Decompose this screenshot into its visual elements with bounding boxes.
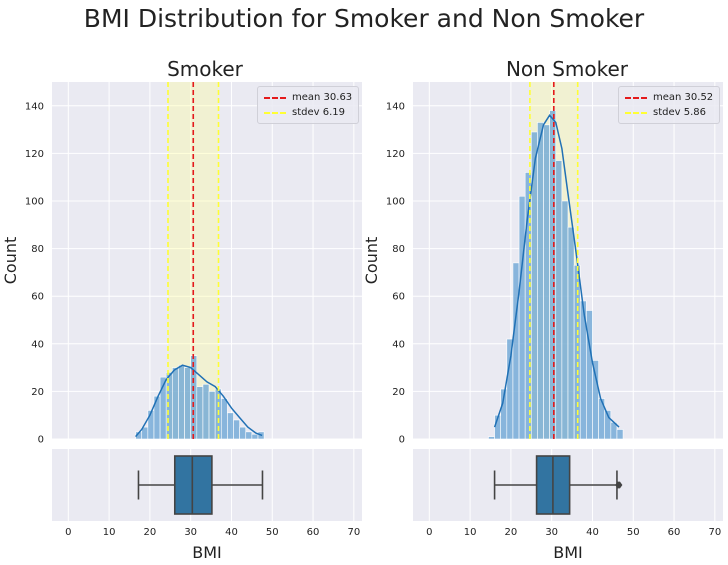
legend-non-smoker: mean 30.52 stdev 5.86 <box>618 86 721 124</box>
y-tick-label: 120 <box>25 149 44 160</box>
histogram-bar <box>506 338 514 440</box>
y-axis-label: Count <box>1 237 20 285</box>
panel-title: Smoker <box>167 57 244 81</box>
histogram-bar <box>592 360 599 440</box>
legend-stdev-label: stdev 5.86 <box>653 107 706 118</box>
histogram-bar <box>245 431 253 440</box>
histogram-bar <box>202 383 210 440</box>
x-tick-label: 30 <box>545 527 558 538</box>
x-tick-label: 40 <box>225 527 238 538</box>
box-iqr <box>173 455 213 515</box>
y-tick-label: 0 <box>38 435 44 446</box>
panel-non-smoker: 0 20 40 60 80 100 120 140 Non Smoker Count 0 10 20 30… <box>362 57 723 562</box>
histogram-bar <box>172 367 179 440</box>
y-tick-label: 100 <box>25 197 44 208</box>
histogram-bar <box>227 412 234 440</box>
kde-curve <box>493 114 620 428</box>
histogram-bar <box>549 110 557 440</box>
x-tick-label: 70 <box>708 527 721 538</box>
histogram-bar <box>567 226 575 440</box>
y-tick-label: 140 <box>386 101 405 112</box>
x-tick-label: 60 <box>307 527 320 538</box>
y-tick-label: 40 <box>392 339 405 350</box>
outlier-point <box>617 481 623 489</box>
histogram-bar <box>220 398 228 440</box>
histogram-bar <box>239 426 247 440</box>
y-tick-label: 20 <box>31 387 44 398</box>
x-tick-label: 0 <box>65 527 71 538</box>
y-tick-label: 40 <box>31 339 44 350</box>
panel-title: Non Smoker <box>506 57 629 81</box>
panel-smoker: 0 20 40 60 80 100 120 140 Smoker Count 0 10 20 30 40 50… <box>1 57 362 562</box>
legend-mean-label: mean 30.63 <box>292 92 353 103</box>
x-tick-label: 40 <box>586 527 599 538</box>
y-tick-label: 100 <box>386 197 405 208</box>
y-tick-label: 80 <box>392 244 405 255</box>
mean-swatch <box>625 96 647 99</box>
x-tick-label: 70 <box>347 527 360 538</box>
y-tick-label: 0 <box>399 435 405 446</box>
x-axis-label: BMI <box>192 543 222 562</box>
x-axis-label: BMI <box>553 543 583 562</box>
x-tick-label: 10 <box>103 527 116 538</box>
y-tick-label: 80 <box>31 244 44 255</box>
y-tick-label: 20 <box>392 387 405 398</box>
histogram-bar <box>165 372 173 440</box>
x-tick-label: 20 <box>144 527 157 538</box>
histogram-bar <box>555 160 563 440</box>
legend-smoker: mean 30.63 stdev 6.19 <box>257 86 360 124</box>
x-tick-label: 10 <box>464 527 477 538</box>
histogram-bar <box>196 386 204 440</box>
legend-mean-label: mean 30.52 <box>653 92 714 103</box>
stdev-swatch <box>264 111 286 114</box>
histogram-bar <box>208 391 216 440</box>
x-tick-label: 0 <box>426 527 432 538</box>
figure-title: BMI Distribution for Smoker and Non Smok… <box>83 4 645 33</box>
histogram-bar <box>251 433 259 440</box>
histogram-bar <box>518 195 526 440</box>
histogram-bar <box>616 429 624 440</box>
y-tick-label: 60 <box>392 292 405 303</box>
histogram-bar <box>184 367 191 440</box>
histogram-bar <box>488 436 495 440</box>
mean-swatch <box>264 96 286 99</box>
y-tick-label: 140 <box>25 101 44 112</box>
legend-stdev-label: stdev 6.19 <box>292 107 345 118</box>
histogram-bar <box>178 364 185 440</box>
x-tick-label: 50 <box>266 527 279 538</box>
y-axis-label: Count <box>362 237 381 285</box>
x-tick-label: 20 <box>505 527 518 538</box>
histogram-bar <box>512 262 520 440</box>
stdev-swatch <box>625 111 647 114</box>
x-tick-label: 50 <box>627 527 640 538</box>
y-tick-label: 120 <box>386 149 405 160</box>
histogram-bar <box>543 124 550 440</box>
histogram-bar <box>233 419 240 440</box>
histogram-bar <box>537 122 544 440</box>
histogram-bar <box>561 200 569 440</box>
kde-curve <box>135 364 263 438</box>
x-tick-label: 30 <box>184 527 197 538</box>
y-tick-label: 60 <box>31 292 44 303</box>
hist-axes-bg <box>52 82 362 439</box>
x-tick-label: 60 <box>668 527 681 538</box>
